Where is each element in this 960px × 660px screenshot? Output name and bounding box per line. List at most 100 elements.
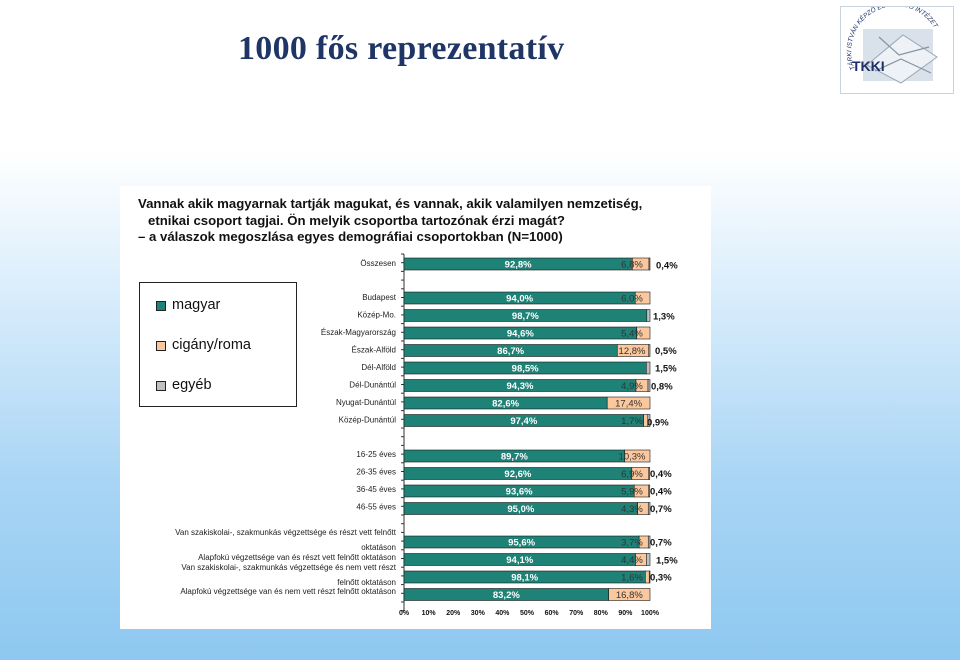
data-label-cigany-roma: 5,4% <box>621 329 643 340</box>
data-label-egyeb: 0,7% <box>650 538 672 549</box>
data-label-magyar: 92,6% <box>504 469 531 480</box>
bar-segment-cigany-roma <box>608 588 651 601</box>
x-tick-label: 30% <box>471 610 486 617</box>
data-label-cigany-roma: 17,4% <box>615 399 642 410</box>
bar-segment-cigany-roma <box>645 570 650 584</box>
x-tick-label: 80% <box>594 610 609 617</box>
data-label-magyar: 93,6% <box>506 487 533 498</box>
data-label-magyar: 94,0% <box>506 294 533 305</box>
data-label-magyar: 83,2% <box>493 590 520 601</box>
bar-segment-egyeb <box>647 535 651 549</box>
category-label: oktatáson <box>361 543 396 552</box>
data-label-magyar: 86,7% <box>497 346 524 357</box>
category-label: Észak-Alföld <box>352 346 396 355</box>
data-label-cigany-roma: 5,9% <box>621 487 643 498</box>
data-label-cigany-roma: 10,3% <box>619 452 646 463</box>
data-label-egyeb: 1,5% <box>655 364 677 375</box>
data-label-cigany-roma: 12,8% <box>619 346 646 357</box>
x-tick-label: 0% <box>399 610 410 617</box>
category-label: 26-35 éves <box>356 468 396 477</box>
data-label-magyar: 95,6% <box>508 538 535 549</box>
category-label: 36-45 éves <box>356 485 396 494</box>
bar-segment-egyeb <box>646 553 651 566</box>
bar-segment-cigany-roma <box>634 291 651 305</box>
chart-panel: Vannak akik magyarnak tartják magukat, é… <box>120 186 711 629</box>
category-label: felnőtt oktatáson <box>337 578 396 587</box>
x-tick-label: 100% <box>641 610 660 617</box>
category-label: Van szakiskolai-, szakmunkás végzettsége… <box>181 563 396 572</box>
data-label-magyar: 94,6% <box>507 329 534 340</box>
bar-segment-egyeb <box>647 414 651 427</box>
legend-label: cigány/roma <box>172 337 251 353</box>
data-label-cigany-roma: 6,9% <box>621 469 643 480</box>
data-label-egyeb: 1,3% <box>653 312 675 323</box>
category-label: 46-55 éves <box>356 503 396 512</box>
legend-item-magyar: magyar <box>156 297 221 313</box>
logo-mark-text: TKKI <box>852 58 885 74</box>
category-label: Közép-Dunántúl <box>339 416 397 425</box>
category-label: Összesen <box>360 259 396 268</box>
legend-label: egyéb <box>172 377 212 393</box>
legend-item-egyeb: egyéb <box>156 377 212 393</box>
bar-segment-egyeb <box>648 257 651 271</box>
x-tick-label: 40% <box>495 610 510 617</box>
legend-item-cigany-roma: cigány/roma <box>156 337 251 353</box>
data-label-magyar: 94,1% <box>506 555 533 566</box>
bar-segment-egyeb <box>646 361 651 375</box>
question-line: Vannak akik magyarnak tartják magukat, é… <box>138 196 643 211</box>
bar-segment-egyeb <box>647 379 651 392</box>
question-text: Vannak akik magyarnak tartják magukat, é… <box>138 196 642 246</box>
bar-segment-egyeb <box>648 467 651 480</box>
category-label: Közép-Mo. <box>357 311 396 320</box>
bar-segment-egyeb <box>648 484 651 498</box>
category-label: Dél-Dunántúl <box>349 381 396 390</box>
data-label-egyeb: 0,7% <box>650 504 672 515</box>
data-label-egyeb: 0,8% <box>651 382 673 393</box>
x-tick-label: 70% <box>569 610 584 617</box>
data-label-egyeb: 0,4% <box>650 487 672 498</box>
data-label-magyar: 95,0% <box>507 504 534 515</box>
category-label: Van szakiskolai-, szakmunkás végzettsége… <box>175 528 397 537</box>
bar-segment-cigany-roma <box>606 396 651 410</box>
stacked-bar-chart: 0% 10% 20% 30% 40% 50% 60% 70% 80% 90% 100% 92,8% 6,… <box>175 253 678 617</box>
x-tick-label: 10% <box>422 610 437 617</box>
bar-segment-egyeb <box>647 502 651 515</box>
bar-segment-egyeb <box>646 309 651 322</box>
data-label-egyeb: 0,3% <box>650 573 672 584</box>
category-label: Észak-Magyarország <box>321 328 396 337</box>
category-label: Dél-Alföld <box>361 363 396 372</box>
category-label: Alapfokú végzettsége van és részt vett f… <box>198 553 396 562</box>
category-label: Budapest <box>362 293 397 302</box>
bar-segment-cigany-roma <box>624 449 651 463</box>
chart-legend: magyar cigány/roma egyéb <box>139 282 297 407</box>
data-label-egyeb: 1,5% <box>656 556 678 567</box>
data-label-cigany-roma: 4,9% <box>621 381 643 392</box>
slide-title: 1000 fős reprezentatív <box>238 30 565 67</box>
x-tick-label: 50% <box>520 610 535 617</box>
data-label-magyar: 82,6% <box>492 399 519 410</box>
data-label-cigany-roma: 4,4% <box>621 555 643 566</box>
data-label-cigany-roma: 6,8% <box>621 260 643 271</box>
x-tick-label: 20% <box>446 610 461 617</box>
data-label-egyeb: 0,9% <box>647 418 669 429</box>
legend-label: magyar <box>172 297 221 313</box>
category-label: Nyugat-Dunántúl <box>336 398 396 407</box>
bar-segment-egyeb <box>648 344 651 357</box>
category-label: 16-25 éves <box>356 450 396 459</box>
data-label-magyar: 97,4% <box>510 416 537 427</box>
data-label-cigany-roma: 6,0% <box>621 294 643 305</box>
data-label-magyar: 98,5% <box>512 364 539 375</box>
data-label-cigany-roma: 4,3% <box>621 504 643 515</box>
x-tick-label: 60% <box>545 610 560 617</box>
data-label-cigany-roma: 3,7% <box>621 538 643 549</box>
bar-segment-egyeb <box>648 570 651 584</box>
data-label-egyeb: 0,4% <box>656 261 678 272</box>
data-label-egyeb: 0,5% <box>655 346 677 357</box>
data-label-cigany-roma: 1,6% <box>621 573 643 584</box>
data-label-cigany-roma: 1,7% <box>621 416 643 427</box>
question-line: etnikai csoport tagjai. Ön melyik csopor… <box>148 212 565 228</box>
data-label-magyar: 94,3% <box>507 381 534 392</box>
legend-swatch-magyar <box>156 301 166 311</box>
x-tick-label: 90% <box>618 610 633 617</box>
data-label-egyeb: 0,4% <box>650 469 672 480</box>
